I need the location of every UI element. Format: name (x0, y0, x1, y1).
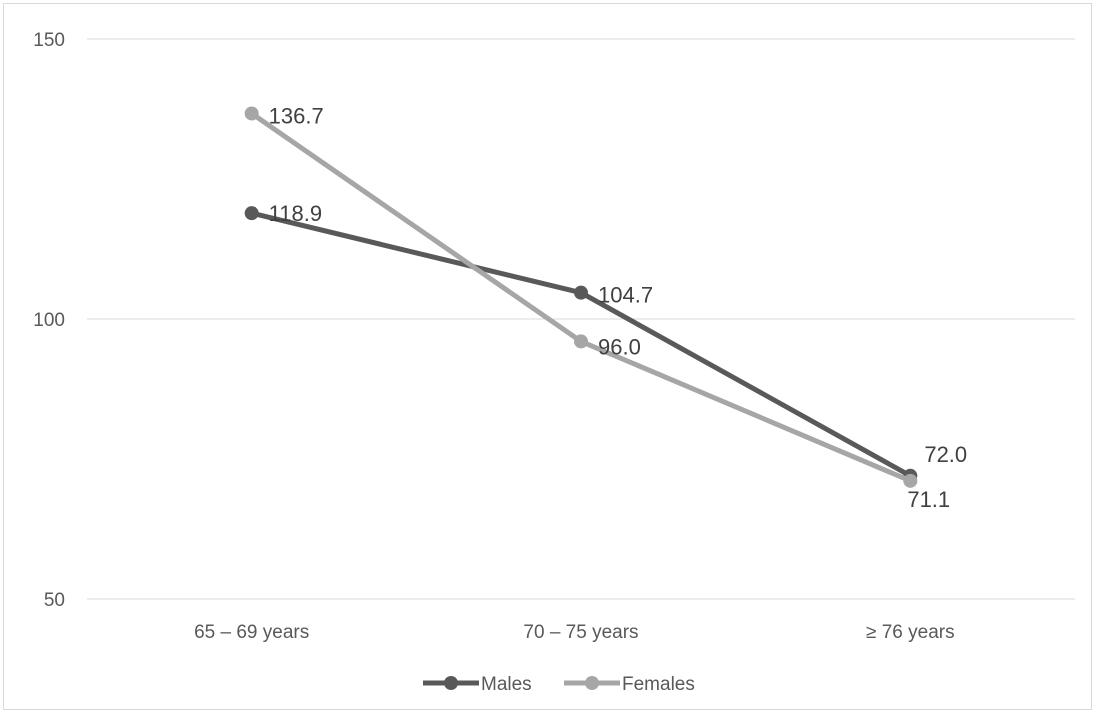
data-label: 96.0 (598, 334, 641, 359)
data-label: 136.7 (269, 103, 324, 128)
data-label: 72.0 (924, 442, 967, 467)
data-point (244, 206, 259, 221)
x-tick-label: 65 – 69 years (194, 622, 309, 643)
y-tick-label: 100 (33, 310, 65, 331)
y-tick-label: 150 (33, 30, 65, 51)
y-axis-ticks: 50 100 150 (33, 30, 65, 611)
x-tick-label: ≥ 76 years (866, 622, 955, 643)
data-labels: 118.9 104.7 72.0 136.7 96.0 71.1 (269, 103, 967, 511)
gridlines (87, 38, 1075, 600)
line-chart: 50 100 150 65 – 69 years 70 – 75 years ≥ 76 … (33, 30, 1075, 695)
data-point (574, 334, 588, 349)
series-females (244, 106, 918, 488)
legend: Males Females (423, 674, 695, 695)
data-point (244, 106, 259, 121)
data-label: 104.7 (598, 283, 653, 308)
data-point (903, 473, 918, 488)
legend-item-males: Males (423, 674, 532, 695)
legend-label: Females (622, 674, 695, 695)
y-tick-label: 50 (44, 590, 65, 611)
legend-swatch-marker (585, 676, 599, 690)
series-group (244, 106, 918, 488)
legend-item-females: Females (564, 674, 695, 695)
data-label: 71.1 (907, 487, 950, 512)
x-axis-ticks: 65 – 69 years 70 – 75 years ≥ 76 years (194, 622, 955, 643)
chart-frame: 50 100 150 65 – 69 years 70 – 75 years ≥ 76 … (3, 3, 1092, 710)
x-tick-label: 70 – 75 years (523, 622, 638, 643)
data-point (574, 285, 588, 300)
data-label: 118.9 (269, 201, 322, 226)
legend-label: Males (481, 674, 532, 695)
legend-swatch-marker (444, 676, 458, 690)
